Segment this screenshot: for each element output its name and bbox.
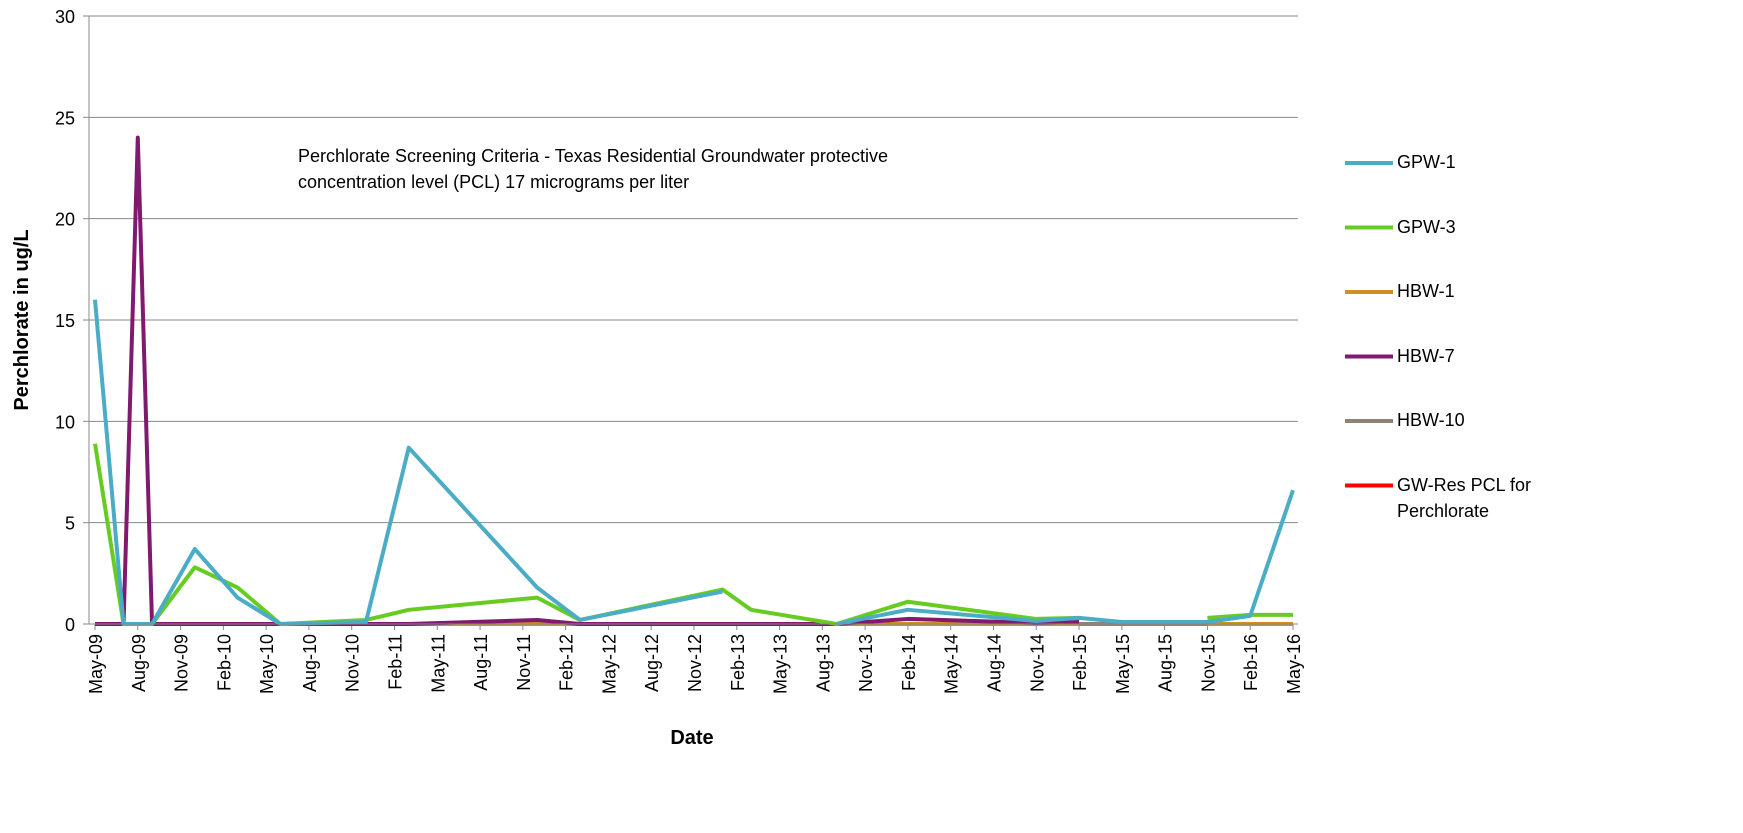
x-tick-label: Feb-13 bbox=[728, 634, 748, 691]
y-tick-label: 10 bbox=[55, 412, 75, 432]
legend-entry: GPW-3 bbox=[1397, 216, 1456, 237]
x-tick-label: May-12 bbox=[599, 634, 619, 694]
legend-entry: HBW-10 bbox=[1397, 410, 1465, 430]
y-tick-label: 0 bbox=[65, 615, 75, 635]
x-tick-label: Nov-14 bbox=[1027, 634, 1047, 692]
x-tick-label: Feb-16 bbox=[1241, 634, 1261, 691]
legend-label: HBW-10 bbox=[1397, 410, 1465, 430]
x-tick-label: Aug-13 bbox=[813, 634, 833, 692]
legend-entry: HBW-1 bbox=[1397, 281, 1455, 301]
x-tick-label: May-14 bbox=[942, 634, 962, 694]
x-tick-label: Nov-10 bbox=[343, 634, 363, 692]
annotation-box: Perchlorate Screening Criteria - Texas R… bbox=[298, 146, 888, 192]
x-tick-label: Feb-11 bbox=[386, 634, 406, 690]
legend-label: GW-Res PCL for Perchlorate bbox=[1397, 474, 1532, 521]
legend-entry: HBW-7 bbox=[1397, 345, 1455, 366]
legend-label: GPW-1 bbox=[1397, 152, 1456, 172]
series-line bbox=[95, 135, 1080, 626]
x-tick-label: May-10 bbox=[257, 634, 277, 694]
y-tick-label: 20 bbox=[55, 210, 75, 230]
y-axis-label: Perchlorate in ug/L bbox=[11, 229, 33, 410]
series-line bbox=[93, 299, 1295, 626]
y-tick-label: 30 bbox=[55, 7, 75, 27]
x-tick-label: Feb-10 bbox=[214, 634, 234, 691]
y-tick-label: 25 bbox=[55, 108, 75, 128]
x-tick-label: May-16 bbox=[1284, 634, 1304, 694]
x-tick-label: Feb-15 bbox=[1070, 634, 1090, 691]
x-tick-label: Aug-11 bbox=[471, 634, 491, 691]
legend-entry: GW-Res PCL for Perchlorate bbox=[1397, 474, 1532, 521]
y-tick-label: 15 bbox=[55, 311, 75, 331]
x-tick-label: Nov-09 bbox=[172, 634, 192, 692]
x-tick-label: Aug-14 bbox=[985, 634, 1005, 692]
legend-label: HBW-1 bbox=[1397, 281, 1455, 301]
x-tick-label: May-11 bbox=[428, 634, 448, 693]
y-tick-label: 5 bbox=[65, 514, 75, 534]
legend-entry: GPW-1 bbox=[1397, 152, 1456, 172]
x-tick-label: Feb-14 bbox=[899, 634, 919, 691]
x-axis-label: Date bbox=[670, 727, 713, 749]
x-tick-label: Nov-15 bbox=[1198, 634, 1218, 692]
x-tick-label: Nov-12 bbox=[685, 634, 705, 692]
x-tick-label: Nov-11 bbox=[514, 634, 534, 691]
x-tick-label: May-15 bbox=[1113, 634, 1133, 694]
legend-label: HBW-7 bbox=[1397, 345, 1455, 366]
x-tick-label: May-13 bbox=[771, 634, 791, 694]
annotation: Perchlorate Screening Criteria - Texas R… bbox=[298, 146, 888, 192]
x-tick-label: Aug-12 bbox=[642, 634, 662, 692]
legend-label: GPW-3 bbox=[1397, 216, 1456, 237]
x-tick-label: Aug-10 bbox=[300, 634, 320, 692]
x-tick-label: Aug-09 bbox=[129, 634, 149, 692]
x-tick-label: Feb-12 bbox=[557, 634, 577, 691]
x-tick-label: May-09 bbox=[86, 634, 106, 694]
x-tick-label: Aug-15 bbox=[1156, 634, 1176, 692]
x-tick-label: Nov-13 bbox=[856, 634, 876, 692]
